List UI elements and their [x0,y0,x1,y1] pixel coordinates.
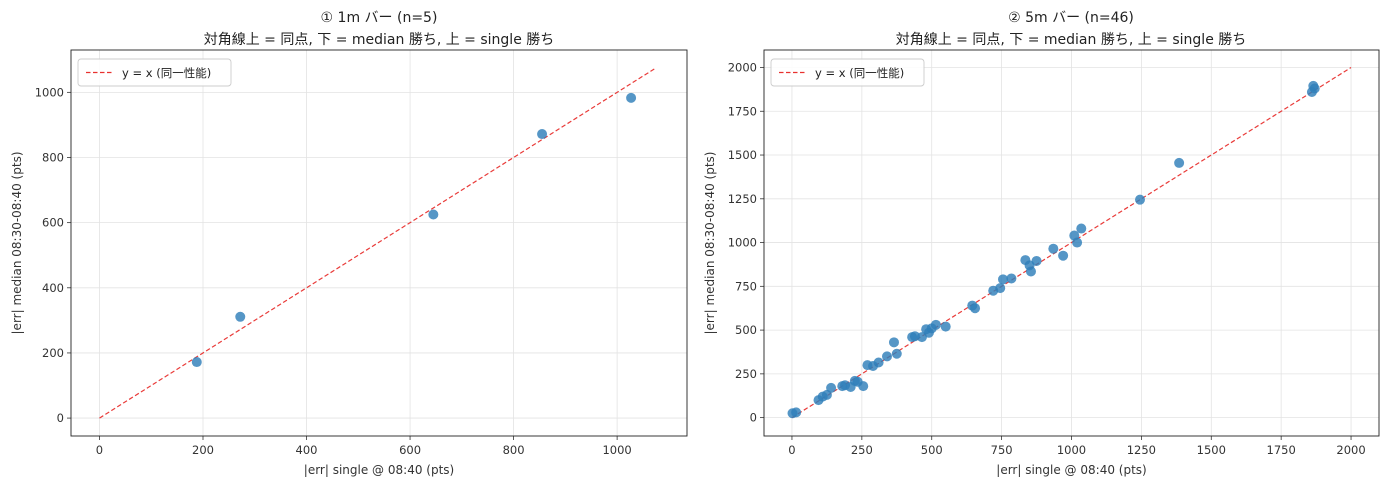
data-point [873,357,884,368]
data-point [428,209,439,220]
y-tick-label: 800 [42,150,64,164]
y-tick-label: 1500 [728,148,757,162]
legend-label: y = x (同一性能) [815,66,904,80]
data-point [791,407,802,418]
y-tick-label: 1000 [35,85,64,99]
x-tick-label: 500 [921,443,943,457]
data-point [235,311,246,322]
x-tick-label: 400 [296,443,318,457]
data-point [1006,273,1017,284]
x-tick-label: 1500 [1197,443,1226,457]
y-tick-label: 600 [42,216,64,230]
data-point [1048,243,1059,254]
x-tick-label: 1000 [602,443,631,457]
data-point [1076,223,1087,234]
data-point [858,381,869,392]
data-point [1025,266,1036,277]
y-tick-label: 200 [42,346,64,360]
x-tick-label: 250 [851,443,873,457]
data-point [1058,250,1069,261]
data-point [970,303,981,314]
data-point [930,319,941,330]
y-tick-label: 1000 [728,236,757,250]
reference-line-y-equals-x [99,67,657,419]
x-tick-label: 1250 [1127,443,1156,457]
x-tick-label: 200 [192,443,214,457]
x-tick-label: 750 [991,443,1013,457]
y-tick-label: 500 [735,323,757,337]
data-point [537,129,548,140]
y-tick-label: 0 [57,411,64,425]
data-point [191,357,202,368]
data-point [1031,255,1042,266]
x-tick-label: 2000 [1336,443,1365,457]
data-point [998,274,1009,285]
data-point [995,283,1006,294]
data-point [826,382,837,393]
y-tick-label: 400 [42,281,64,295]
plot-area-frame [763,49,1380,437]
data-point [1134,194,1145,205]
y-tick-label: 250 [735,367,757,381]
chart-title-line1: ② 5m バー (n=46) [1008,10,1134,26]
data-point [626,92,637,103]
x-tick-label: 0 [96,443,103,457]
data-point [940,321,951,332]
data-point [1072,237,1083,248]
y-tick-label: 0 [750,411,757,425]
x-tick-label: 600 [399,443,421,457]
legend-box [77,58,232,87]
chart-title-line2: 対角線上 = 同点, 下 = median 勝ち, 上 = single 勝ち [896,32,1247,48]
reference-line-y-equals-x [791,66,1352,419]
x-tick-label: 800 [503,443,525,457]
chart-panel-5m: ② 5m バー (n=46) 対角線上 = 同点, 下 = median 勝ち,… [703,10,1380,477]
x-tick-label: 1750 [1267,443,1296,457]
data-point [882,351,892,362]
chart-title-line2: 対角線上 = 同点, 下 = median 勝ち, 上 = single 勝ち [204,32,555,48]
y-tick-label: 1750 [728,104,757,118]
chart-panel-1m: ① 1m バー (n=5) 対角線上 = 同点, 下 = median 勝ち, … [10,10,688,477]
plot-area-frame [70,49,688,437]
y-tick-label: 2000 [728,61,757,75]
y-axis-label: |err| median 08:30-08:40 (pts) [703,152,717,335]
legend-box [770,58,925,87]
x-axis-label: |err| single @ 08:40 (pts) [996,463,1146,477]
legend: y = x (同一性能) [770,58,925,87]
y-axis-label: |err| median 08:30-08:40 (pts) [10,152,24,335]
x-tick-label: 1000 [1057,443,1086,457]
legend: y = x (同一性能) [77,58,232,87]
x-axis-label: |err| single @ 08:40 (pts) [304,463,454,477]
chart-title-line1: ① 1m バー (n=5) [321,10,438,26]
data-point [1309,83,1320,94]
y-tick-label: 1250 [728,192,757,206]
y-tick-label: 750 [735,279,757,293]
legend-label: y = x (同一性能) [122,66,211,80]
data-point [1174,157,1185,168]
data-point [891,348,902,359]
data-point [888,337,899,348]
x-tick-label: 0 [788,443,795,457]
